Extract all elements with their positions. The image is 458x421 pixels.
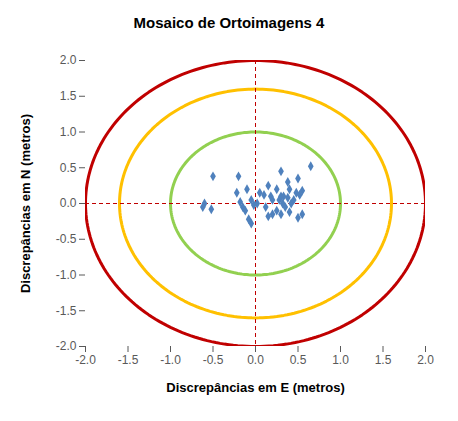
- svg-text:0.5: 0.5: [60, 161, 77, 175]
- svg-text:2.0: 2.0: [60, 53, 77, 67]
- svg-text:1.5: 1.5: [375, 353, 392, 367]
- svg-text:2.0: 2.0: [417, 353, 434, 367]
- svg-text:0.5: 0.5: [290, 353, 307, 367]
- svg-text:-1.5: -1.5: [56, 304, 77, 318]
- svg-text:-0.5: -0.5: [203, 353, 224, 367]
- svg-text:-1.0: -1.0: [160, 353, 181, 367]
- svg-text:-1.5: -1.5: [118, 353, 139, 367]
- svg-text:1.0: 1.0: [60, 125, 77, 139]
- svg-text:1.5: 1.5: [60, 89, 77, 103]
- svg-text:-0.5: -0.5: [56, 232, 77, 246]
- svg-text:1.0: 1.0: [332, 353, 349, 367]
- svg-text:Discrepâncias em E (metros): Discrepâncias em E (metros): [166, 380, 344, 395]
- svg-text:Discrepâncias em N (metros): Discrepâncias em N (metros): [18, 114, 33, 293]
- svg-text:0.0: 0.0: [60, 196, 77, 210]
- svg-text:0.0: 0.0: [247, 353, 264, 367]
- svg-text:-1.0: -1.0: [56, 268, 77, 282]
- html-text:Mosaico de Ortoimagens 4: Mosaico de Ortoimagens 4: [133, 14, 325, 31]
- svg-text:-2.0: -2.0: [56, 339, 77, 353]
- svg-text:-2.0: -2.0: [75, 353, 96, 367]
